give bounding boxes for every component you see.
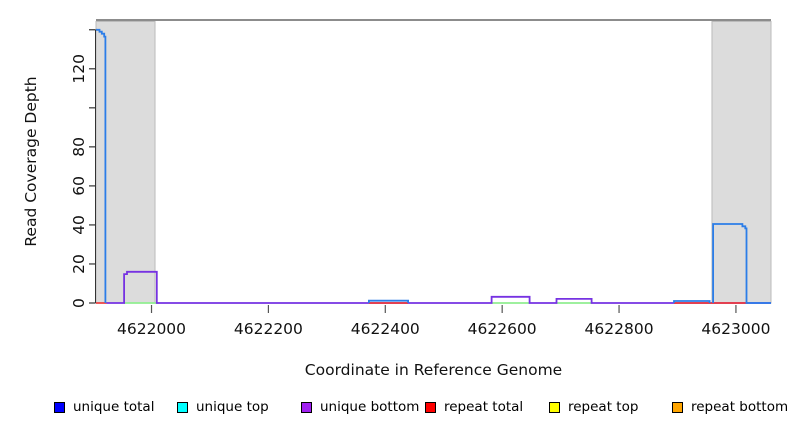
y-tick-label: 120: [70, 54, 88, 84]
legend-swatch: [301, 401, 312, 413]
series-unique-total: [367, 299, 410, 303]
legend-label: repeat bottom: [691, 399, 789, 415]
x-tick-label: 4622800: [585, 320, 654, 338]
legend-item-unique-bottom: unique bottom: [301, 397, 419, 417]
legend-item-unique-total: unique total: [54, 397, 154, 417]
y-tick-label: 40: [70, 215, 88, 235]
legend-item-repeat-total: repeat total: [425, 397, 523, 417]
x-axis-title: Coordinate in Reference Genome: [304, 361, 563, 379]
series-unique-bottom: [106, 270, 771, 304]
y-axis-title: Read Coverage Depth: [22, 76, 40, 246]
series-unique-total: [712, 223, 771, 304]
legend-swatch: [425, 401, 436, 413]
shaded-repeat-region: [711, 21, 772, 304]
legend: unique total unique top unique bottom repea…: [0, 397, 792, 419]
legend-item-unique-top: unique top: [177, 397, 269, 417]
legend-swatch: [549, 401, 560, 413]
y-tick-label: 80: [70, 137, 88, 157]
y-tick-label: 60: [70, 176, 88, 196]
series-unique-total: [96, 28, 107, 303]
legend-swatch: [672, 401, 683, 413]
legend-label: unique bottom: [320, 399, 420, 415]
coverage-chart: 0 20 40 60 80 120 4622000 4622200 4622400 4622600…: [22, 19, 772, 338]
legend-swatch: [54, 401, 65, 413]
legend-swatch: [177, 401, 188, 413]
legend-label: repeat total: [444, 399, 524, 415]
legend-label: repeat top: [568, 399, 639, 415]
y-tick-label: 0: [70, 298, 88, 308]
legend-item-repeat-bottom: repeat bottom: [672, 397, 788, 417]
y-tick-label: 20: [70, 254, 88, 274]
legend-label: unique total: [73, 399, 155, 415]
series-unique-total: [673, 300, 711, 303]
legend-label: unique top: [196, 399, 269, 415]
x-tick-label: 4622600: [468, 320, 537, 338]
legend-item-repeat-top: repeat top: [549, 397, 638, 417]
x-tick-label: 4622400: [351, 320, 420, 338]
x-tick-label: 4622200: [234, 320, 303, 338]
x-tick-label: 4622000: [117, 320, 186, 338]
x-tick-label: 4623000: [701, 320, 770, 338]
